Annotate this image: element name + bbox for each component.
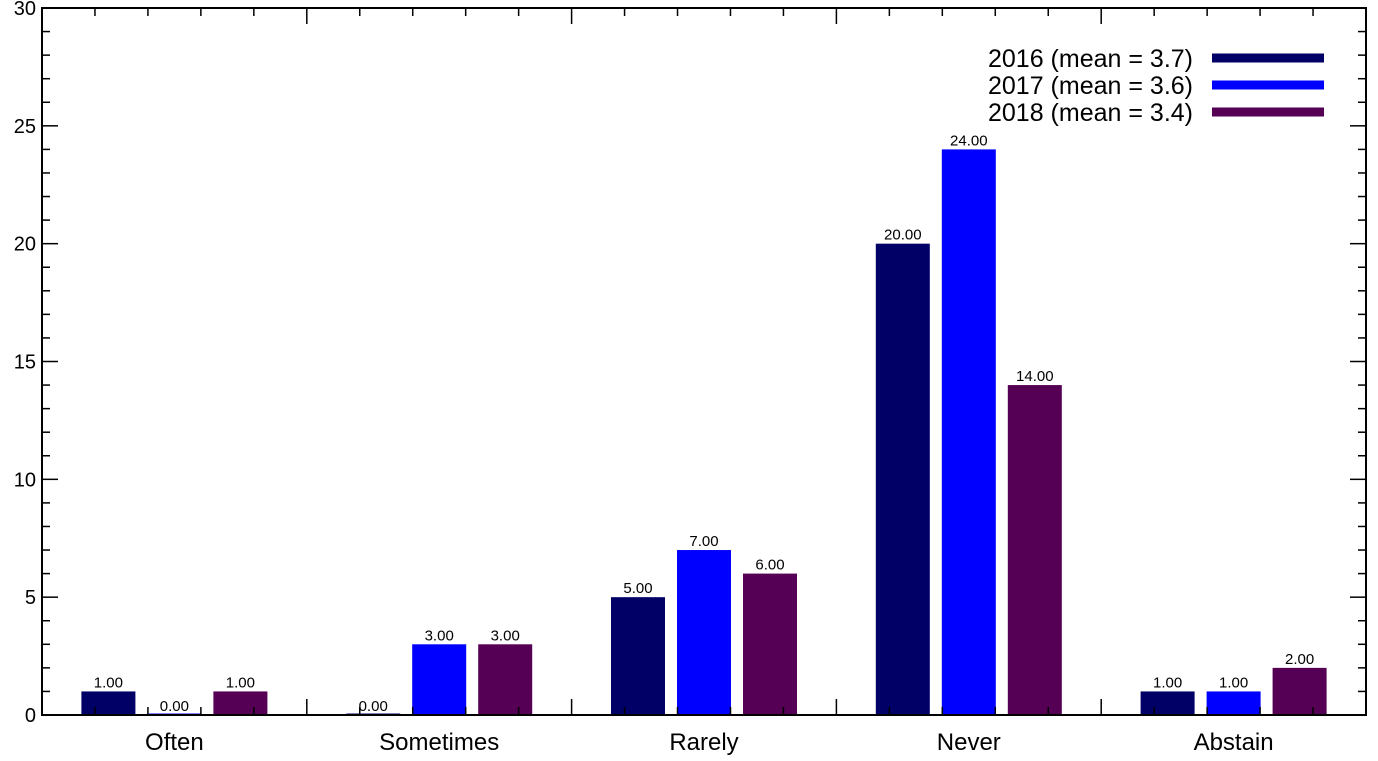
category-labels: Often Sometimes Rarely Never Abstain bbox=[145, 729, 1274, 756]
category-label: Abstain bbox=[1194, 729, 1274, 756]
y-tick-label: 10 bbox=[14, 469, 36, 491]
bar-value-label: 6.00 bbox=[755, 557, 784, 574]
bars bbox=[81, 149, 1327, 715]
bar bbox=[875, 243, 930, 715]
bar bbox=[478, 644, 533, 715]
bar-value-label: 1.00 bbox=[226, 674, 255, 691]
category-label: Rarely bbox=[669, 729, 738, 756]
bar bbox=[412, 644, 467, 715]
bar bbox=[1140, 691, 1195, 715]
y-tick-label: 5 bbox=[25, 587, 36, 609]
legend-label: 2017 (mean = 3.6) bbox=[988, 72, 1193, 100]
bar-value-label: 2.00 bbox=[1285, 651, 1314, 668]
bar bbox=[743, 573, 797, 715]
bar-value-label: 5.00 bbox=[623, 580, 652, 597]
y-tick-labels: 0 5 10 15 20 25 30 bbox=[14, 0, 36, 727]
category-label: Sometimes bbox=[379, 729, 499, 756]
y-tick-label: 0 bbox=[25, 705, 36, 727]
bar-value-label: 24.00 bbox=[950, 132, 988, 149]
category-label: Never bbox=[937, 729, 1001, 756]
bar bbox=[611, 597, 665, 715]
legend: 2016 (mean = 3.7)2017 (mean = 3.6)2018 (… bbox=[988, 45, 1324, 127]
category-label: Often bbox=[145, 729, 204, 756]
bar-value-label: 1.00 bbox=[1153, 674, 1182, 691]
plot-frame bbox=[41, 7, 1367, 716]
bar-value-label: 7.00 bbox=[689, 533, 718, 550]
data-labels: 1.00 0.00 1.00 0.00 3.00 3.00 5.00 7.00 6.00 20.0… bbox=[94, 132, 1314, 715]
bar bbox=[213, 691, 268, 715]
bar bbox=[1206, 691, 1261, 715]
bar-value-label: 20.00 bbox=[884, 227, 922, 244]
bar bbox=[941, 149, 996, 715]
bar bbox=[81, 691, 136, 715]
y-tick-label: 30 bbox=[14, 0, 36, 20]
bar-value-label: 0.00 bbox=[160, 698, 189, 715]
bar-value-label: 3.00 bbox=[425, 627, 454, 644]
legend-label: 2016 (mean = 3.7) bbox=[988, 45, 1193, 73]
bar-value-label: 3.00 bbox=[491, 627, 520, 644]
bar bbox=[677, 550, 731, 715]
legend-label: 2018 (mean = 3.4) bbox=[988, 99, 1193, 127]
bar-value-label: 1.00 bbox=[1219, 674, 1248, 691]
y-tick-label: 20 bbox=[14, 234, 36, 256]
y-tick-label: 15 bbox=[14, 352, 36, 374]
bar bbox=[1007, 385, 1062, 715]
bar bbox=[1272, 667, 1327, 715]
bar-value-label: 14.00 bbox=[1016, 368, 1054, 385]
bar-value-label: 1.00 bbox=[94, 674, 123, 691]
y-tick-label: 25 bbox=[14, 116, 36, 138]
bar-value-label: 0.00 bbox=[359, 698, 388, 715]
